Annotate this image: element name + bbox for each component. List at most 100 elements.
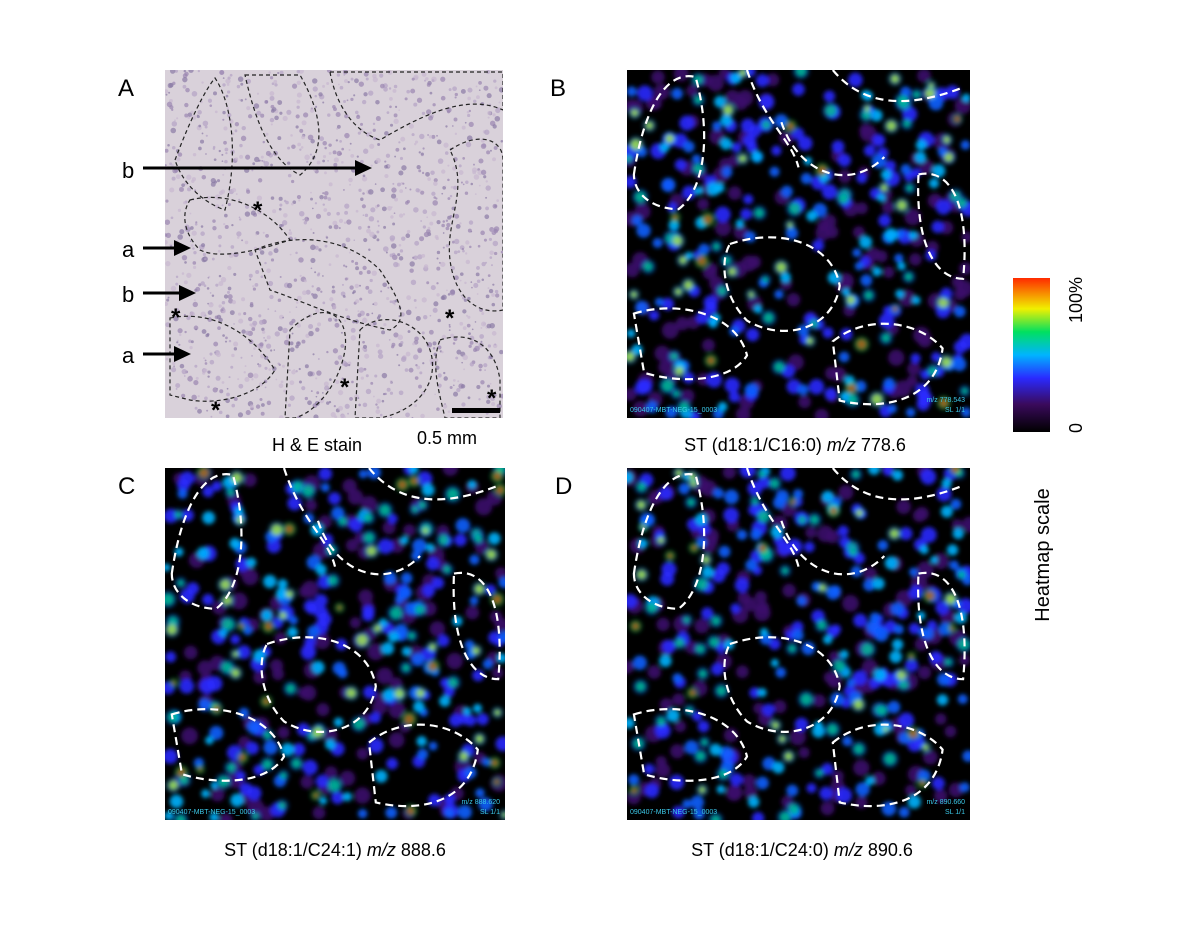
tissue-dot bbox=[365, 286, 369, 290]
heat-spot bbox=[181, 727, 198, 744]
tissue-dot bbox=[245, 241, 249, 245]
tissue-dot bbox=[252, 321, 257, 326]
heat-halo bbox=[773, 259, 789, 275]
heat-spot bbox=[301, 685, 316, 700]
tissue-dot bbox=[217, 326, 221, 330]
tissue-dot bbox=[484, 369, 486, 371]
tissue-dot bbox=[434, 358, 438, 362]
tissue-dot bbox=[195, 221, 197, 223]
tissue-dot bbox=[329, 263, 332, 266]
tissue-dot bbox=[499, 87, 505, 93]
tissue-dot bbox=[395, 148, 399, 152]
tissue-dot bbox=[384, 160, 386, 162]
tissue-dot bbox=[443, 143, 448, 148]
tissue-dot bbox=[363, 92, 367, 96]
tissue-dot bbox=[494, 252, 497, 255]
heat-spot bbox=[325, 739, 336, 750]
tissue-dot bbox=[224, 214, 228, 218]
heat-halo bbox=[407, 474, 420, 487]
tissue-dot bbox=[476, 266, 480, 270]
heat-spot bbox=[247, 720, 262, 735]
tissue-dot bbox=[222, 307, 225, 310]
tissue-dot bbox=[296, 306, 298, 308]
heat-halo bbox=[233, 513, 246, 526]
tissue-dot bbox=[491, 264, 493, 266]
tissue-dot bbox=[445, 125, 447, 127]
tissue-dot bbox=[321, 199, 323, 201]
tissue-dot bbox=[209, 352, 212, 355]
tissue-dot bbox=[188, 113, 192, 117]
tissue-dot bbox=[414, 336, 419, 341]
heat-halo bbox=[890, 304, 901, 315]
tissue-dot bbox=[226, 393, 230, 397]
tissue-dot bbox=[312, 353, 314, 355]
tissue-dot bbox=[216, 352, 221, 357]
tissue-dot bbox=[450, 290, 456, 296]
heat-halo bbox=[946, 623, 956, 633]
tissue-dot bbox=[336, 212, 340, 216]
heat-spot bbox=[824, 90, 836, 102]
heat-halo bbox=[917, 778, 928, 789]
tissue-dot bbox=[252, 285, 254, 287]
tissue-dot bbox=[217, 179, 220, 182]
tissue-dot bbox=[240, 99, 243, 102]
heat-spot bbox=[736, 665, 749, 678]
tissue-dot bbox=[263, 337, 265, 339]
heat-spot bbox=[937, 694, 948, 705]
tissue-dot bbox=[386, 154, 390, 158]
tissue-dot bbox=[464, 282, 466, 284]
heat-halo bbox=[694, 253, 709, 268]
heat-halo bbox=[831, 657, 849, 675]
tissue-dot bbox=[430, 315, 432, 317]
tissue-dot bbox=[184, 261, 187, 264]
tissue-dot bbox=[233, 342, 238, 347]
heat-spot bbox=[860, 274, 872, 286]
heat-spot bbox=[442, 460, 458, 476]
tissue-dot bbox=[221, 154, 223, 156]
heat-spot bbox=[483, 659, 493, 669]
tissue-dot bbox=[493, 80, 496, 83]
heat-halo bbox=[629, 620, 642, 633]
tissue-dot bbox=[219, 70, 224, 75]
tissue-dot bbox=[222, 381, 225, 384]
heat-spot bbox=[644, 764, 655, 775]
heat-spot bbox=[792, 629, 804, 641]
tissue-dot bbox=[473, 283, 478, 288]
tissue-dot bbox=[463, 183, 465, 185]
tissue-dot bbox=[223, 126, 227, 130]
heat-spot bbox=[626, 86, 636, 96]
tissue-dot bbox=[384, 174, 388, 178]
tissue-dot bbox=[413, 103, 417, 107]
heat-spot bbox=[413, 701, 425, 713]
tissue-dot bbox=[382, 206, 387, 211]
heat-halo bbox=[628, 785, 639, 796]
heat-spot bbox=[305, 499, 317, 511]
tissue-dot bbox=[383, 246, 389, 252]
tissue-dot bbox=[400, 157, 403, 160]
tissue-dot bbox=[418, 169, 421, 172]
heat-halo bbox=[643, 599, 660, 616]
tissue-dot bbox=[450, 334, 454, 338]
tissue-dot bbox=[283, 389, 286, 392]
tissue-dot bbox=[391, 345, 394, 348]
tissue-dot bbox=[363, 317, 366, 320]
tissue-dot bbox=[326, 401, 329, 404]
tissue-dot bbox=[418, 385, 422, 389]
heat-spot bbox=[798, 395, 811, 408]
tissue-dot bbox=[397, 335, 403, 341]
tissue-dot bbox=[227, 291, 230, 294]
tissue-dot bbox=[297, 70, 300, 73]
heat-spot bbox=[746, 328, 759, 341]
tissue-dot bbox=[469, 220, 473, 224]
tissue-dot bbox=[393, 119, 398, 124]
tissue-dot bbox=[182, 272, 185, 275]
tissue-dot bbox=[363, 174, 366, 177]
tissue-dot bbox=[207, 371, 210, 374]
tissue-dot bbox=[322, 85, 325, 88]
tissue-dot bbox=[253, 373, 258, 378]
heat-spot bbox=[885, 556, 898, 569]
heat-halo bbox=[655, 534, 667, 546]
tissue-dot bbox=[450, 195, 453, 198]
heat-spot bbox=[498, 577, 509, 588]
heat-spot bbox=[230, 794, 243, 807]
